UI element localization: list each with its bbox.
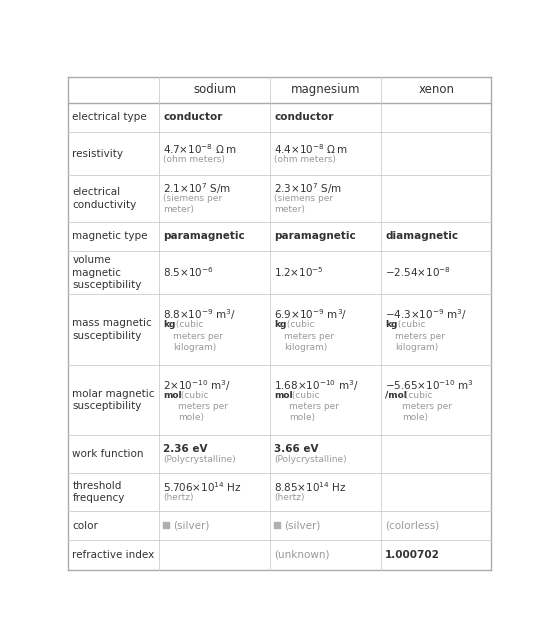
Text: $4.4{\times}10^{-8}$ Ω m: $4.4{\times}10^{-8}$ Ω m — [274, 142, 348, 156]
Text: $6.9{\times}10^{-9}$ m$^3$/: $6.9{\times}10^{-9}$ m$^3$/ — [274, 307, 348, 322]
Text: (silver): (silver) — [173, 521, 209, 531]
Text: magnetic type: magnetic type — [73, 231, 148, 241]
Text: 2.36 eV: 2.36 eV — [163, 444, 208, 454]
Text: $1.68{\times}10^{-10}$ m$^3$/: $1.68{\times}10^{-10}$ m$^3$/ — [274, 378, 359, 393]
Text: 3.66 eV: 3.66 eV — [274, 444, 319, 454]
Text: diamagnetic: diamagnetic — [385, 231, 458, 241]
Text: magnesium: magnesium — [291, 83, 360, 96]
Text: $4.7{\times}10^{-8}$ Ω m: $4.7{\times}10^{-8}$ Ω m — [163, 142, 237, 156]
Text: /mol: /mol — [385, 391, 407, 400]
Text: $8.5{\times}10^{-6}$: $8.5{\times}10^{-6}$ — [163, 266, 214, 280]
Text: mass magnetic
susceptibility: mass magnetic susceptibility — [73, 318, 152, 340]
Text: (ohm meters): (ohm meters) — [163, 154, 225, 164]
Text: (unknown): (unknown) — [274, 550, 330, 560]
Text: refractive index: refractive index — [73, 550, 155, 560]
Bar — [163, 522, 169, 528]
Text: (hertz): (hertz) — [163, 493, 194, 502]
Text: $2.3{\times}10^{7}$ S/m: $2.3{\times}10^{7}$ S/m — [274, 181, 342, 196]
Text: (cubic
meters per
kilogram): (cubic meters per kilogram) — [284, 321, 334, 351]
Text: threshold
frequency: threshold frequency — [73, 481, 125, 503]
Text: $1.2{\times}10^{-5}$: $1.2{\times}10^{-5}$ — [274, 266, 324, 280]
Text: paramagnetic: paramagnetic — [274, 231, 356, 241]
Text: electrical type: electrical type — [73, 113, 147, 122]
Text: $2{\times}10^{-10}$ m$^3$/: $2{\times}10^{-10}$ m$^3$/ — [163, 378, 232, 393]
Text: (cubic
meters per
mole): (cubic meters per mole) — [289, 391, 339, 422]
Text: electrical
conductivity: electrical conductivity — [73, 188, 136, 210]
Text: $8.85{\times}10^{14}$ Hz: $8.85{\times}10^{14}$ Hz — [274, 480, 347, 494]
Text: volume
magnetic
susceptibility: volume magnetic susceptibility — [73, 255, 142, 290]
Text: $2.1{\times}10^{7}$ S/m: $2.1{\times}10^{7}$ S/m — [163, 181, 232, 196]
Text: (hertz): (hertz) — [274, 493, 305, 502]
Text: conductor: conductor — [274, 113, 334, 122]
Text: $-5.65{\times}10^{-10}$ m$^3$: $-5.65{\times}10^{-10}$ m$^3$ — [385, 378, 474, 392]
Text: paramagnetic: paramagnetic — [163, 231, 245, 241]
Text: (Polycrystalline): (Polycrystalline) — [274, 455, 347, 464]
Text: conductor: conductor — [163, 113, 223, 122]
Text: $-2.54{\times}10^{-8}$: $-2.54{\times}10^{-8}$ — [385, 266, 451, 280]
Text: 1.000702: 1.000702 — [385, 550, 440, 560]
Text: (silver): (silver) — [284, 521, 320, 531]
Text: color: color — [73, 521, 98, 531]
Text: resistivity: resistivity — [73, 148, 123, 159]
Text: (cubic
meters per
kilogram): (cubic meters per kilogram) — [173, 321, 223, 351]
Text: $5.706{\times}10^{14}$ Hz: $5.706{\times}10^{14}$ Hz — [163, 480, 242, 494]
Text: kg: kg — [163, 321, 176, 330]
Text: $8.8{\times}10^{-9}$ m$^3$/: $8.8{\times}10^{-9}$ m$^3$/ — [163, 307, 236, 322]
Text: kg: kg — [385, 321, 397, 330]
Text: (Polycrystalline): (Polycrystalline) — [163, 455, 236, 464]
Text: (cubic
meters per
mole): (cubic meters per mole) — [178, 391, 228, 422]
Text: (siemens per
meter): (siemens per meter) — [274, 195, 334, 214]
Text: mol: mol — [163, 391, 182, 400]
Text: molar magnetic
susceptibility: molar magnetic susceptibility — [73, 388, 155, 411]
Text: $-4.3{\times}10^{-9}$ m$^3$/: $-4.3{\times}10^{-9}$ m$^3$/ — [385, 307, 467, 322]
Text: mol: mol — [274, 391, 293, 400]
Bar — [274, 522, 280, 528]
Text: (siemens per
meter): (siemens per meter) — [163, 195, 223, 214]
Text: kg: kg — [274, 321, 287, 330]
Text: work function: work function — [73, 449, 144, 459]
Text: xenon: xenon — [418, 83, 454, 96]
Text: (colorless): (colorless) — [385, 521, 440, 531]
Text: (cubic
meters per
mole): (cubic meters per mole) — [402, 391, 452, 422]
Text: (cubic
meters per
kilogram): (cubic meters per kilogram) — [395, 321, 445, 351]
Text: (ohm meters): (ohm meters) — [274, 154, 336, 164]
Text: sodium: sodium — [193, 83, 236, 96]
